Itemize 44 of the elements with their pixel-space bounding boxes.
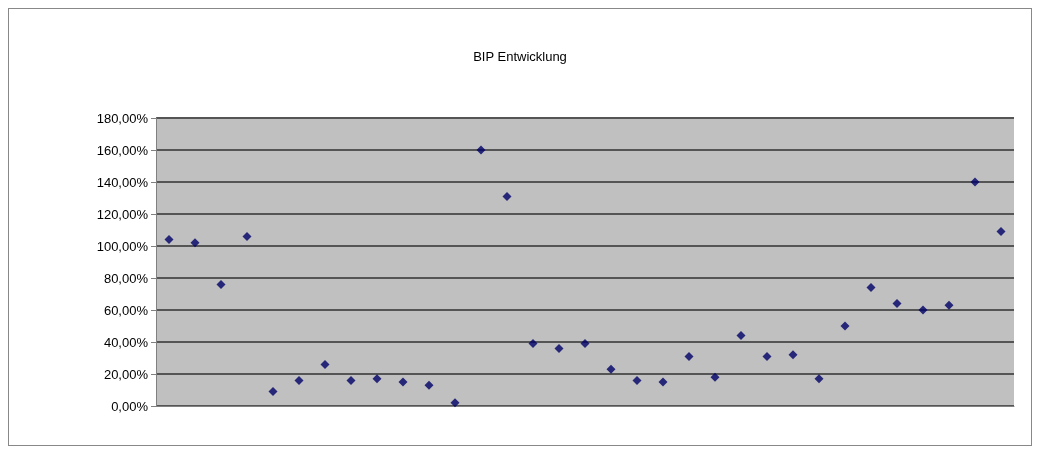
point — [996, 227, 1006, 237]
point — [320, 359, 330, 369]
point — [268, 387, 278, 397]
point — [736, 331, 746, 341]
point — [788, 350, 798, 360]
point — [632, 375, 642, 385]
point — [892, 299, 902, 309]
y-tick-label: 180,00% — [96, 110, 149, 126]
point — [372, 374, 382, 384]
point — [502, 191, 512, 201]
point — [528, 339, 538, 349]
point — [918, 305, 928, 315]
point — [684, 351, 694, 361]
y-tick-label: 20,00% — [103, 366, 149, 382]
point — [866, 283, 876, 293]
point — [970, 177, 980, 187]
y-tick-label: 140,00% — [96, 174, 149, 190]
point — [762, 351, 772, 361]
y-tick-label: 100,00% — [96, 238, 149, 254]
point — [476, 145, 486, 155]
point — [424, 380, 434, 390]
chart-title: BIP Entwicklung — [473, 49, 567, 64]
point — [216, 279, 226, 289]
y-tick-label: 80,00% — [103, 270, 149, 286]
point — [554, 343, 564, 353]
y-tick-label: 120,00% — [96, 206, 149, 222]
point — [450, 398, 460, 408]
y-tick-label: 0,00% — [111, 398, 149, 414]
point — [606, 364, 616, 374]
point — [294, 375, 304, 385]
point — [164, 235, 174, 245]
point — [840, 321, 850, 331]
point — [346, 375, 356, 385]
point — [580, 339, 590, 349]
point — [242, 231, 252, 241]
point — [710, 372, 720, 382]
point — [398, 377, 408, 387]
y-tick-label: 40,00% — [103, 334, 149, 350]
point — [944, 300, 954, 310]
point — [814, 374, 824, 384]
point — [190, 238, 200, 248]
y-tick-label: 60,00% — [103, 302, 149, 318]
point — [658, 377, 668, 387]
y-tick-label: 160,00% — [96, 142, 149, 158]
